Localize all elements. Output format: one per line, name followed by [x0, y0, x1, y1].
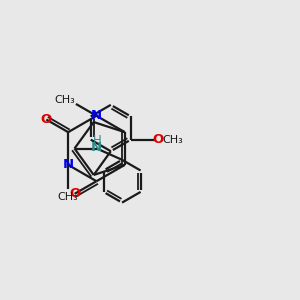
Text: CH₃: CH₃: [162, 135, 183, 145]
Text: N: N: [91, 109, 102, 122]
Text: O: O: [69, 187, 80, 200]
Text: N: N: [91, 140, 102, 154]
Text: CH₃: CH₃: [54, 95, 75, 105]
Text: CH₃: CH₃: [58, 192, 79, 202]
Text: O: O: [41, 113, 52, 126]
Text: N: N: [63, 158, 74, 171]
Text: H: H: [92, 134, 101, 147]
Text: O: O: [152, 133, 163, 146]
